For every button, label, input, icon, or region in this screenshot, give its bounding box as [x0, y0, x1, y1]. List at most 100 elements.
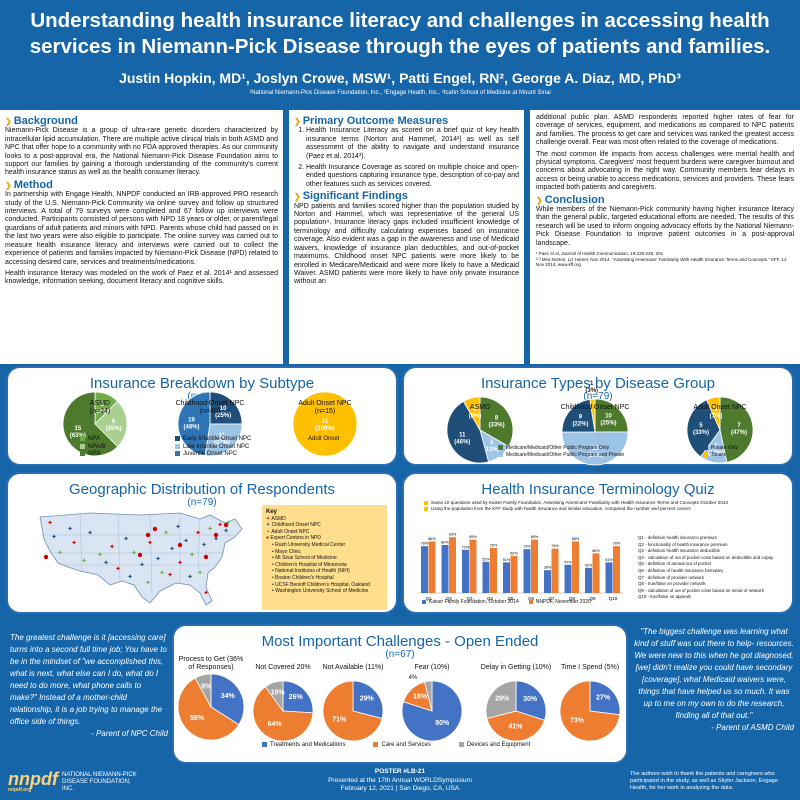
respondent-marker: ✦ — [131, 549, 137, 557]
question-legend: Q1 - definition health insurance premium… — [638, 535, 788, 601]
findings-text: NPD patients and families scored higher … — [294, 202, 519, 286]
center-item: • Mt Sinai School of Medicine — [272, 555, 337, 562]
respondent-marker: ✦ — [225, 519, 231, 527]
findings-heading: ❯ Significant Findings — [294, 190, 408, 203]
org-name: NATIONAL NIEMANN-PICK DISEASE FOUNDATION… — [62, 772, 137, 792]
centers-list: • Rush University Medical Center • Mayo C… — [266, 542, 383, 595]
findings-continued: additional public plan. ASMD respondents… — [536, 114, 794, 147]
respondent-marker: ✦ — [109, 543, 115, 551]
respondent-marker: ✦ — [103, 559, 109, 567]
respondent-marker: ✦ — [175, 523, 181, 531]
respondent-marker: ✦ — [163, 529, 169, 537]
pie-title-adult: Adult Onset NPC (n=15) — [298, 400, 352, 415]
respondent-marker: ✦ — [217, 521, 223, 529]
challenge-title: Time I Spend (5%) — [560, 664, 620, 671]
legend-item: Adult Onset — [300, 436, 339, 444]
quiz-bar — [503, 562, 510, 593]
quiz-bar — [428, 541, 436, 593]
legend-item: Private Only — [702, 445, 738, 452]
legend-item: Devices and Equipment — [458, 742, 530, 749]
bar-data-label: 78% — [613, 542, 621, 546]
reference: ¹ Paez et al, Journal of Health Communic… — [536, 251, 664, 257]
legend-item: Early Infantile Onset NPC — [175, 436, 251, 444]
category-label: Q8 — [569, 596, 576, 601]
bar-data-label: 93% — [449, 533, 457, 537]
us-outline — [39, 512, 243, 606]
quiz-bar — [490, 548, 497, 593]
authors: Justin Hopkin, MD¹, Joslyn Crowe, MSW¹, … — [119, 70, 681, 86]
legend-item: NPA — [80, 436, 106, 444]
left-quote-attribution: - Parent of NPC Child — [91, 729, 168, 738]
legend-item: Medicare/Medicaid/Other Public Program a… — [498, 452, 624, 459]
respondent-marker: ✦ — [169, 545, 175, 553]
respondent-marker: ✦ — [197, 569, 203, 577]
background-text: Niemann-Pick Disease is a group of ultra… — [5, 127, 278, 177]
state-lines — [40, 512, 235, 594]
respondent-marker: ✦ — [201, 541, 207, 549]
center-item: • Mayo Clinic — [272, 548, 301, 555]
respondent-marker: ✦ — [67, 525, 73, 533]
center-item: • Boston Children's Hospital — [272, 574, 334, 581]
quiz-bar — [531, 539, 538, 593]
quiz-notes: Same 10 questions used by Kaiser Family … — [424, 500, 784, 512]
respondent-marker: ✦ — [177, 559, 183, 567]
quiz-bar — [585, 567, 592, 593]
key-item: ✦ Adult Onset NPC — [266, 528, 310, 535]
respondent-marker: ✦ — [81, 557, 87, 565]
bar-data-label: 42% — [585, 563, 593, 567]
key-item: ● Expert Centers in NPD — [266, 535, 321, 542]
expert-center-marker — [203, 554, 209, 560]
expert-center-marker — [223, 522, 229, 528]
category-label: Q3 — [466, 596, 473, 601]
acknowledgment: The authors wish to thank the patients a… — [630, 771, 778, 791]
quiz-legend: Kaiser Family Foundation, October 2014 N… — [422, 599, 622, 606]
respondent-marker: ✦ — [123, 535, 129, 543]
challenge-title: Not Available (11%) — [322, 664, 384, 671]
method-heading: ❯ Method — [5, 178, 53, 191]
respondent-marker: ✦ — [97, 551, 103, 559]
expert-center-marker — [213, 532, 219, 538]
challenge-title: Process to Get (36% of Responses) — [178, 656, 244, 671]
quiz-bar — [441, 545, 449, 593]
question-legend-item: Q5 - definition of annual out of pocket — [638, 561, 711, 567]
middle-text-column: ❯Primary Outcome Measures Health Insuran… — [289, 110, 524, 364]
key-item: ✦ ASMD — [266, 515, 286, 522]
bar-data-label: 80% — [441, 541, 449, 545]
respondent-marker: ✦ — [145, 579, 151, 587]
respondent-marker: ✦ — [195, 529, 201, 537]
category-label: Q9 — [589, 596, 596, 601]
findings-continued-2: The most common life impacts from access… — [536, 150, 794, 192]
types-legend: Medicare/Medicaid/Other Public Program O… — [498, 445, 788, 459]
center-item: • National Institutes of Health (NIH) — [272, 568, 350, 575]
respondent-marker: ✦ — [189, 551, 195, 559]
quiz-bar — [421, 546, 428, 593]
question-legend-item: Q4 - calculation of out of pocket costs … — [638, 554, 774, 560]
challenge-title: Delay in Getting (10%) — [480, 664, 552, 671]
respondent-marker: ✦ — [115, 565, 121, 573]
respondent-marker: ✦ — [207, 525, 213, 533]
bar-data-label: 73% — [523, 545, 531, 549]
poster-title: Understanding health insurance literacy … — [29, 9, 771, 58]
quiz-note: Using the population from the KFF study … — [424, 506, 784, 512]
expert-center-marker — [145, 532, 151, 538]
bar-data-label: 62% — [510, 551, 518, 555]
outcome-item: Health Insurance Coverage as scored on m… — [306, 164, 519, 189]
quiz-bar — [605, 562, 613, 593]
challenges-card: Most Important Challenges - Open Ended (… — [172, 624, 628, 764]
subtype-title: Insurance Breakdown by Subtype — [89, 375, 315, 392]
pie-title-child: Childhood Onset NPC (n=40) — [175, 400, 245, 415]
arrow-icon: ❯ — [294, 192, 301, 202]
category-label: Q1 — [425, 596, 432, 601]
bar-data-label: 74% — [551, 544, 559, 548]
respondent-marker: ✦ — [203, 589, 209, 597]
respondent-marker: ✦ — [71, 539, 77, 547]
legend-item: Tricare — [702, 452, 726, 459]
left-quote: The greatest challenge is it [accessing … — [10, 633, 168, 738]
types-n: (n=79) — [583, 391, 613, 402]
geo-n: (n=79) — [187, 497, 217, 508]
quiz-bar — [449, 537, 456, 593]
challenges-title: Most Important Challenges - Open Ended — [261, 633, 539, 650]
nnpdf-logo: nnpdf nnpdf.org — [8, 769, 58, 793]
respondent-marker: ✦ — [51, 533, 57, 541]
category-label: Q5 — [507, 596, 514, 601]
